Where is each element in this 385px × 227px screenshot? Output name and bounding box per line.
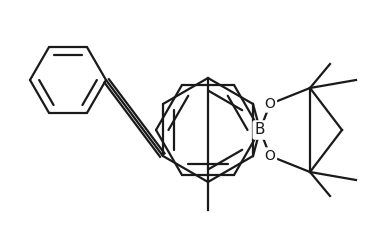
Text: O: O (264, 97, 275, 111)
Text: B: B (255, 123, 265, 138)
Text: O: O (264, 149, 275, 163)
